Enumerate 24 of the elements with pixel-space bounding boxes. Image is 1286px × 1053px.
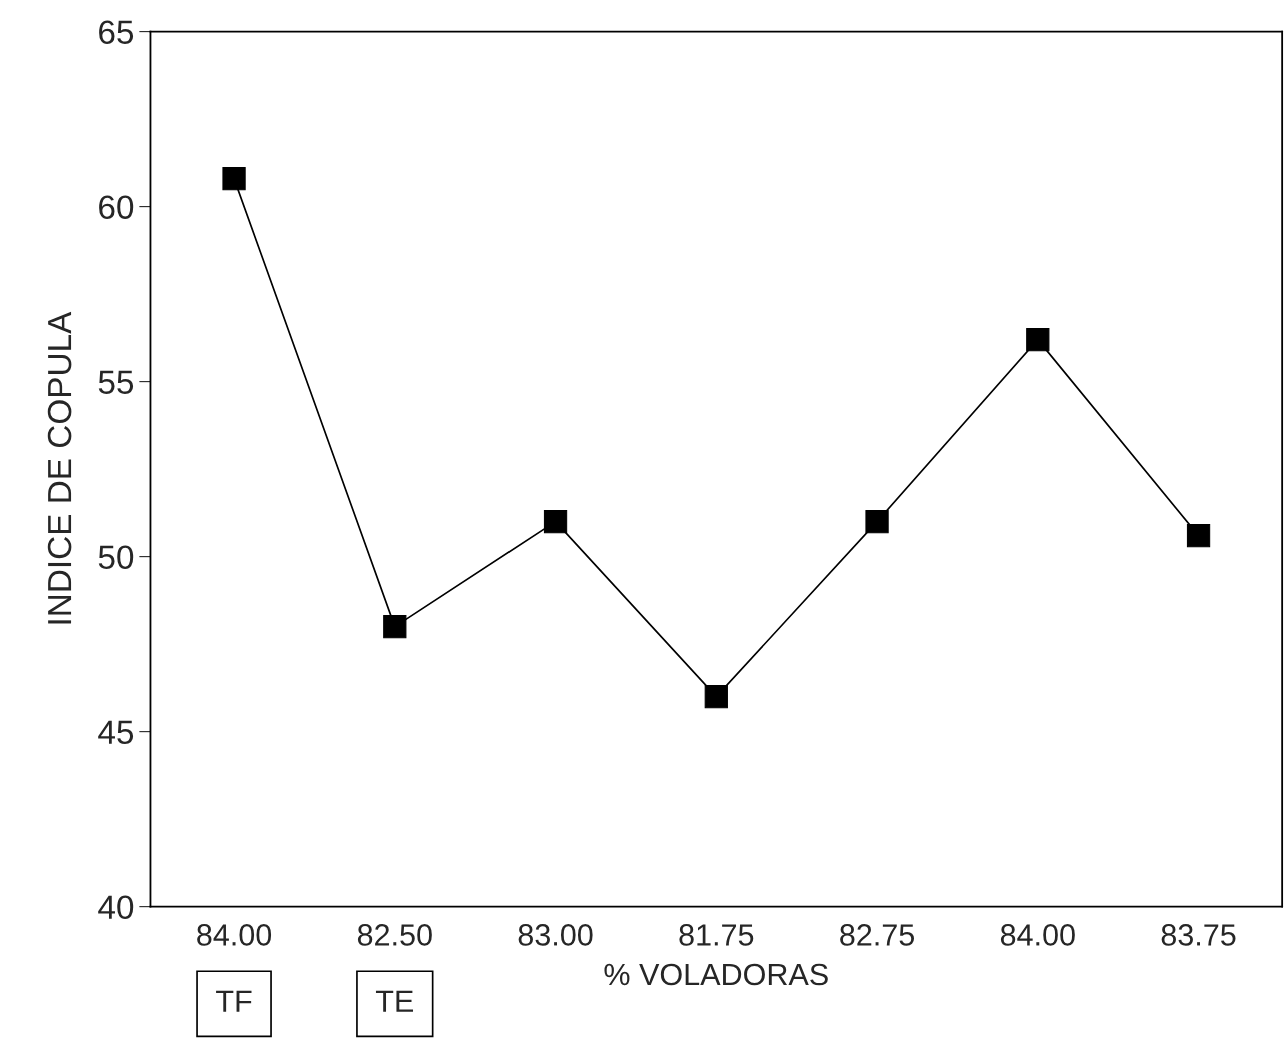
text: TF	[216, 990, 252, 1012]
x-tick-label: 84.00	[197, 924, 272, 946]
point	[704, 684, 728, 709]
point	[865, 509, 889, 534]
x-tick-label: 84.00	[1000, 924, 1075, 946]
y-tick-label: 60	[99, 195, 134, 219]
y-tick-label: 55	[98, 370, 134, 395]
y-tick-label: 40	[98, 895, 134, 920]
y-axis-title: INDICE DE COPULA	[47, 311, 72, 624]
x-tick-label: 83.75	[1161, 924, 1236, 946]
x-tick-label: 81.75	[679, 924, 754, 946]
x-tick-label: 82.75	[840, 924, 915, 946]
x-tick-label: 82.50	[357, 924, 432, 946]
point	[543, 509, 568, 534]
y-tick-label: 65	[99, 20, 134, 44]
y-tick-label: 50	[98, 545, 134, 570]
point	[383, 614, 407, 639]
x-tick-label: 83.00	[518, 924, 593, 946]
y-tick-label: 45	[98, 720, 134, 745]
point	[1026, 327, 1050, 352]
point	[1186, 523, 1211, 548]
point	[222, 166, 246, 191]
text: TE	[375, 990, 414, 1012]
x-axis-title: % VOLADORAS	[604, 963, 828, 986]
